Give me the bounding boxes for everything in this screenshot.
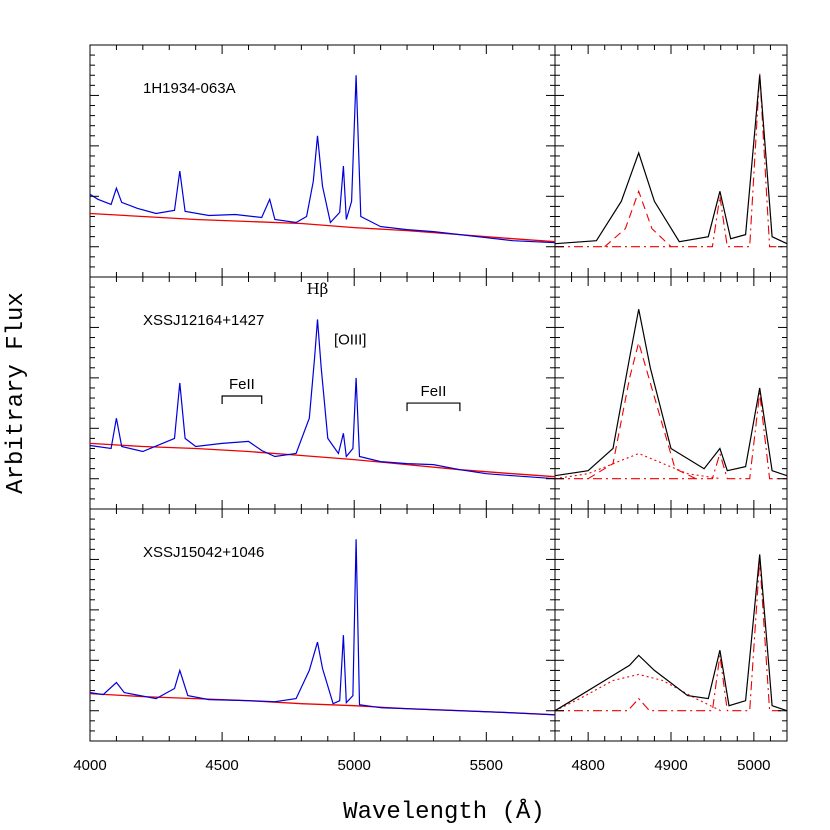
- tick-layer: [89, 45, 788, 741]
- fit-component-dot: [554, 673, 721, 712]
- x-tick-label: 4000: [73, 757, 106, 774]
- x-tick-label: 4800: [571, 757, 604, 774]
- feii-label: FeII: [421, 383, 447, 400]
- spectrum-line: [89, 319, 556, 480]
- label-layer: 1H1934-063A XSSJ12164+1427 Hβ [OIII] FeII FeI…: [3, 80, 771, 826]
- y-axis-label: Arbitrary Flux: [3, 292, 30, 494]
- spectrum-line: [89, 539, 556, 716]
- zoom-panel-frame: [554, 508, 788, 742]
- line-annotation: [OIII]: [334, 332, 367, 349]
- x-tick-label: 5500: [470, 757, 503, 774]
- feii-bracket: [221, 395, 263, 405]
- fit-component-dashdot: [555, 73, 787, 248]
- plot-layer: [89, 73, 788, 716]
- x-axis-label: Wavelength (Å): [343, 798, 545, 826]
- x-tick-label: 5000: [737, 757, 770, 774]
- fit-component-dot: [554, 452, 721, 480]
- panel-1: [89, 73, 788, 248]
- panel-2: [89, 309, 788, 480]
- fit-component-dashdot: [555, 559, 787, 712]
- continuum-line: [89, 442, 556, 478]
- feii-label: FeII: [229, 376, 255, 393]
- fit-component-dashdot: [555, 392, 787, 480]
- object-label: 1H1934-063A: [143, 80, 236, 97]
- x-tick-label: 4900: [654, 757, 687, 774]
- object-label: XSSJ12164+1427: [143, 312, 264, 329]
- fit-component-dash: [604, 189, 672, 248]
- fit-total-line: [554, 554, 788, 712]
- fit-total-line: [554, 75, 788, 245]
- object-label: XSSJ15042+1046: [143, 544, 264, 561]
- spectrum-line: [89, 75, 556, 244]
- fit-total-line: [554, 309, 788, 477]
- feii-bracket: [406, 402, 461, 412]
- continuum-line: [89, 212, 556, 243]
- zoom-panel-frame: [554, 276, 788, 510]
- x-tick-label: 4500: [205, 757, 238, 774]
- x-tick-label: 5000: [338, 757, 371, 774]
- panel-3: [89, 539, 788, 716]
- fit-component-dash: [587, 340, 697, 480]
- line-annotation: Hβ: [307, 280, 329, 298]
